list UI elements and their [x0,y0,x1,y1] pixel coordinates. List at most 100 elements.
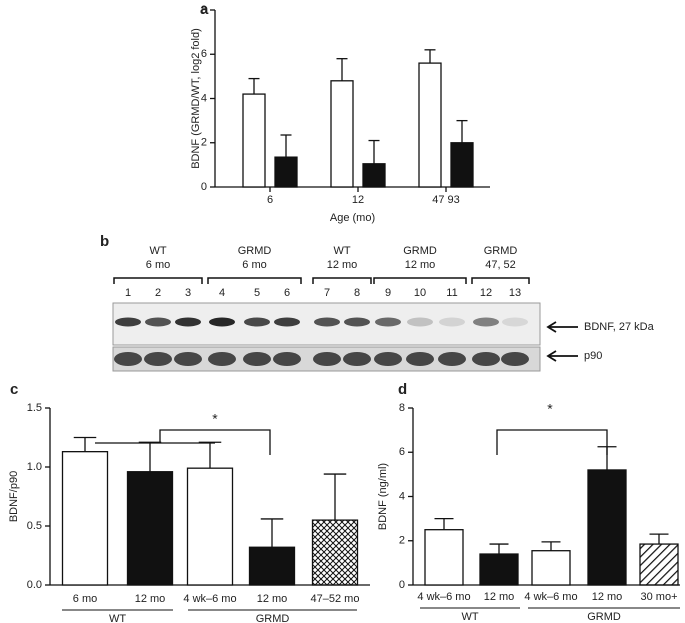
bar [311,519,359,586]
sig-bracket [496,429,608,455]
y-axis-label: BDNF/p90 [8,471,20,522]
brace [207,277,302,284]
bar [479,553,519,586]
band-bdnf [274,317,300,327]
y-tick-label: 0 [399,579,405,591]
y-axis-label: BDNF (ng/ml) [377,463,389,530]
y-tick-label: 4 [201,92,207,104]
band-bdnf [175,317,201,327]
group-label: GRMD [587,611,621,623]
x-tick-label: 6 mo [73,593,97,605]
x-tick-label: 12 mo [257,593,288,605]
annotation: * [547,401,553,417]
band-p90 [438,352,466,366]
lane-number: 3 [185,287,191,299]
lane-group-name: WT [333,245,350,257]
lane-group-age: 12 mo [327,259,358,271]
group-label: WT [461,611,478,623]
y-tick-label: 0.0 [27,579,42,591]
bar [126,471,174,586]
lane-number: 6 [284,287,290,299]
panel-label: c [10,381,18,398]
bar [418,62,442,188]
band-p90 [174,352,202,366]
band-label: BDNF, 27 kDa [584,321,655,333]
x-tick-label: 4 wk–6 mo [524,591,577,603]
lane-number: 12 [480,287,492,299]
lane-number: 1 [125,287,131,299]
band-p90 [374,352,402,366]
arrow [546,350,578,362]
band-p90 [208,352,236,366]
x-tick-label: 6 [267,194,273,206]
x-tick-label: 12 mo [484,591,515,603]
y-tick-label: 4 [399,490,405,502]
band-p90 [243,352,271,366]
band-bdnf [115,317,141,327]
bar [61,451,109,586]
y-axis-label: BDNF (GRMD/WT, log2 fold) [190,28,202,169]
bar [531,550,571,586]
band-p90 [406,352,434,366]
y-tick-label: 6 [399,446,405,458]
lane-number: 10 [414,287,426,299]
band-p90 [501,352,529,366]
x-tick-label: 47 93 [432,194,460,206]
arrow [546,321,578,333]
lane-number: 4 [219,287,225,299]
x-tick-label: 30 mo+ [641,591,678,603]
lane-group-age: 6 mo [146,259,170,271]
lane-number: 11 [446,287,457,299]
lane-number: 9 [385,287,391,299]
bar [330,80,354,188]
bar [424,529,464,586]
band-p90 [114,352,142,366]
x-tick-label: 12 mo [135,593,166,605]
band-bdnf [314,317,340,327]
panel-label: b [100,233,109,250]
lane-number: 5 [254,287,260,299]
band-p90 [472,352,500,366]
y-tick-label: 1.5 [27,402,42,414]
band-bdnf [244,317,270,327]
x-tick-label: 4 wk–6 mo [183,593,236,605]
x-tick-label: 47–52 mo [311,593,360,605]
lane-group-age: 6 mo [242,259,266,271]
bar [587,469,627,586]
x-tick-label: 4 wk–6 mo [417,591,470,603]
y-tick-label: 2 [399,535,405,547]
band-bdnf [145,317,171,327]
y-tick-label: 2 [201,137,207,149]
lane-group-name: WT [149,245,166,257]
y-tick-label: 6 [201,48,207,60]
lane-group-name: GRMD [238,245,272,257]
x-tick-label: 12 [352,194,364,206]
group-label: WT [109,613,126,623]
bar [274,156,298,188]
lane-group-name: GRMD [484,245,518,257]
y-tick-label: 0.5 [27,520,42,532]
bar [248,546,296,586]
band-bdnf [209,317,235,327]
lane-group-age: 47, 52 [485,259,516,271]
lane-group-name: GRMD [403,245,437,257]
panel-label: a [200,1,209,18]
bar [450,142,474,188]
bar [186,467,234,586]
band-label: p90 [584,350,602,362]
x-axis-label: Age (mo) [330,212,375,224]
y-tick-label: 8 [399,402,405,414]
y-tick-label: 1.0 [27,461,42,473]
bar [362,163,386,188]
band-bdnf [502,317,528,327]
lane-number: 7 [324,287,330,299]
lane-number: 8 [354,287,360,299]
band-bdnf [407,317,433,327]
band-p90 [273,352,301,366]
band-bdnf [375,317,401,327]
brace [113,277,203,284]
band-p90 [343,352,371,366]
sig-bracket [159,429,271,455]
y-tick-label: 0 [201,181,207,193]
